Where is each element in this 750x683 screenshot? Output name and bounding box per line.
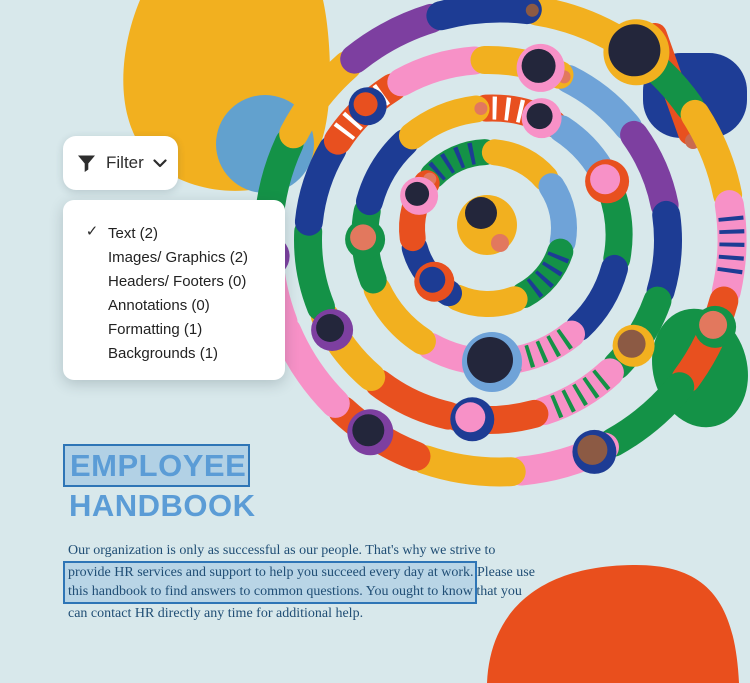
selected-title-highlight-box[interactable]: EMPLOYEE xyxy=(63,444,250,487)
filter-funnel-icon xyxy=(78,155,95,172)
selected-paragraph-highlight-box[interactable]: provide HR services and support to help … xyxy=(63,560,535,604)
orange-dome-shape xyxy=(487,564,739,683)
checkmark-icon: ✓ xyxy=(85,223,99,240)
people-spiral xyxy=(247,0,747,487)
filter-option-label: Backgrounds (1) xyxy=(108,344,219,362)
filter-option-text[interactable]: ✓ Text (2) xyxy=(63,221,285,245)
filter-button[interactable]: Filter xyxy=(63,136,178,190)
filter-option-headers-footers[interactable]: Headers/ Footers (0) xyxy=(63,269,285,293)
paragraph-line: can contact HR directly any time for add… xyxy=(68,605,364,621)
intro-paragraph: Our organization is only as successful a… xyxy=(63,541,535,623)
filter-option-label: Formatting (1) xyxy=(108,320,203,338)
filter-option-label: Annotations (0) xyxy=(108,296,210,314)
filter-option-backgrounds[interactable]: Backgrounds (1) xyxy=(63,341,285,365)
filter-option-label: Images/ Graphics (2) xyxy=(108,248,249,266)
paragraph-line: provide HR services and support to help … xyxy=(68,564,535,580)
filter-option-images-graphics[interactable]: Images/ Graphics (2) xyxy=(63,245,285,269)
title-employee: EMPLOYEE xyxy=(70,448,247,483)
filter-option-annotations[interactable]: Annotations (0) xyxy=(63,293,285,317)
filter-option-label: Text (2) xyxy=(108,224,159,242)
filter-button-label: Filter xyxy=(106,153,144,172)
filter-option-formatting[interactable]: Formatting (1) xyxy=(63,317,285,341)
chevron-down-icon xyxy=(153,158,167,167)
title-handbook: HANDBOOK xyxy=(69,488,256,523)
filter-option-label: Headers/ Footers (0) xyxy=(108,272,247,290)
filter-dropdown-menu: ✓ Text (2) Images/ Graphics (2) Headers/… xyxy=(63,200,285,380)
paragraph-line: Our organization is only as successful a… xyxy=(68,543,496,558)
paragraph-line: this handbook to find answers to common … xyxy=(68,584,522,599)
